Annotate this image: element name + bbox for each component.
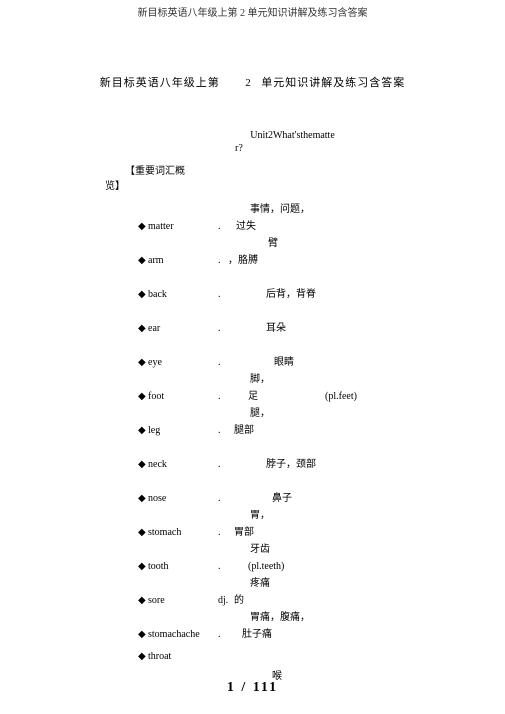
vocab-pos: . bbox=[218, 459, 221, 470]
footer-total: 111 bbox=[253, 680, 278, 695]
vocab-meaning-top: 疼痛 bbox=[250, 574, 270, 589]
vocab-word: foot bbox=[148, 391, 164, 402]
vocab-pos: . bbox=[218, 527, 221, 538]
vocab-meaning: 眼睛 bbox=[274, 353, 294, 368]
page-title: 新目标英语八年级上第 2 单元知识讲解及练习含答案 bbox=[0, 74, 505, 90]
vocab-list: ◆matter.事情，问题，过失◆arm.臂，胳膊◆back.后背，背脊◆ear… bbox=[0, 200, 505, 670]
vocab-row: ◆throat喉 bbox=[0, 642, 505, 670]
vocab-meaning: 耳朵 bbox=[266, 319, 286, 334]
vocab-meaning-bottom: 肚子痛 bbox=[242, 625, 272, 640]
vocab-meaning-top: 牙齿 bbox=[250, 540, 270, 555]
vocab-row: ◆arm. 臂 ，胳膊 bbox=[0, 234, 505, 268]
footer-page: 1 bbox=[227, 680, 236, 695]
diamond-icon: ◆ bbox=[138, 527, 146, 538]
diamond-icon: ◆ bbox=[138, 391, 146, 402]
vocab-word: nose bbox=[148, 493, 166, 504]
vocab-pos: . bbox=[218, 357, 221, 368]
vocab-pos: . bbox=[218, 629, 221, 640]
vocab-row: ◆eye. 眼睛 bbox=[0, 336, 505, 370]
diamond-icon: ◆ bbox=[138, 357, 146, 368]
diamond-icon: ◆ bbox=[138, 651, 146, 662]
vocab-meaning-bottom: ，胳膊 bbox=[228, 251, 258, 266]
vocab-row: ◆ear. 耳朵 bbox=[0, 302, 505, 336]
vocab-extra: (pl.feet) bbox=[325, 391, 357, 402]
vocab-row: ◆nose. 鼻子 bbox=[0, 472, 505, 506]
title-suffix: 单元知识讲解及练习含答案 bbox=[261, 77, 405, 89]
diamond-icon: ◆ bbox=[138, 595, 146, 606]
vocab-word: eye bbox=[148, 357, 162, 368]
vocab-meaning-bottom: 的 bbox=[234, 591, 244, 606]
unit-r: r? bbox=[235, 143, 505, 154]
vocab-pos: . bbox=[218, 221, 221, 232]
vocab-pos: . bbox=[218, 425, 221, 436]
vocab-meaning-top: 胃， bbox=[250, 506, 270, 521]
vocab-meaning-bottom: 腿部 bbox=[234, 421, 254, 436]
vocab-word: back bbox=[148, 289, 167, 300]
diamond-icon: ◆ bbox=[138, 425, 146, 436]
vocab-row: ◆back. 后背，背脊 bbox=[0, 268, 505, 302]
page-header: 新目标英语八年级上第 2 单元知识讲解及练习含答案 bbox=[0, 0, 505, 19]
vocab-row: ◆stomach. 胃， 胃部 bbox=[0, 506, 505, 540]
title-prefix: 新目标英语八年级上第 bbox=[100, 77, 220, 89]
vocab-word: tooth bbox=[148, 561, 169, 572]
vocab-meaning-top: 脚， bbox=[250, 370, 270, 385]
vocab-row: ◆foot. 脚， 足 (pl.feet) bbox=[0, 370, 505, 404]
diamond-icon: ◆ bbox=[138, 323, 146, 334]
vocab-word: throat bbox=[148, 651, 171, 662]
unit-line: Unit2What'sthematte bbox=[80, 130, 505, 141]
vocab-word: ear bbox=[148, 323, 160, 334]
vocab-word: arm bbox=[148, 255, 164, 266]
vocab-meaning-top: 事情，问题， bbox=[250, 200, 310, 215]
vocab-pos: . bbox=[218, 391, 221, 402]
diamond-icon: ◆ bbox=[138, 561, 146, 572]
section-label-b: 览】 bbox=[105, 177, 505, 192]
vocab-word: neck bbox=[148, 459, 167, 470]
section-label-a: 【重要词汇概 bbox=[125, 162, 505, 177]
vocab-meaning: 脖子，颈部 bbox=[266, 455, 316, 470]
vocab-meaning-bottom: (pl.teeth) bbox=[248, 561, 284, 572]
title-num: 2 bbox=[245, 77, 252, 89]
vocab-row: ◆matter. 事情，问题， 过失 bbox=[0, 200, 505, 234]
vocab-word: stomachache bbox=[148, 629, 200, 640]
diamond-icon: ◆ bbox=[138, 629, 146, 640]
vocab-meaning-bottom: 过失 bbox=[236, 217, 256, 232]
vocab-word: sore bbox=[148, 595, 165, 606]
vocab-meaning-bottom: 胃部 bbox=[234, 523, 254, 538]
diamond-icon: ◆ bbox=[138, 289, 146, 300]
vocab-word: stomach bbox=[148, 527, 181, 538]
page-footer: 1 / 111 bbox=[0, 680, 505, 696]
vocab-meaning-top: 腿， bbox=[250, 404, 270, 419]
vocab-meaning-top: 胃痛，腹痛， bbox=[250, 608, 310, 623]
vocab-pos: . bbox=[218, 289, 221, 300]
vocab-pos: . bbox=[218, 561, 221, 572]
vocab-row: ◆stomachache. 胃痛，腹痛， 肚子痛 bbox=[0, 608, 505, 642]
diamond-icon: ◆ bbox=[138, 493, 146, 504]
vocab-meaning: 鼻子 bbox=[272, 489, 292, 504]
vocab-meaning: 后背，背脊 bbox=[266, 285, 316, 300]
vocab-row: ◆sore dj. 疼痛的 bbox=[0, 574, 505, 608]
vocab-word: matter bbox=[148, 221, 174, 232]
diamond-icon: ◆ bbox=[138, 459, 146, 470]
vocab-meaning-top: 臂 bbox=[268, 234, 278, 249]
vocab-row: ◆leg. 腿， 腿部 bbox=[0, 404, 505, 438]
vocab-pos: . bbox=[218, 493, 221, 504]
vocab-pos: . bbox=[218, 255, 221, 266]
footer-sep: / bbox=[241, 680, 247, 695]
vocab-row: ◆neck. 脖子，颈部 bbox=[0, 438, 505, 472]
diamond-icon: ◆ bbox=[138, 255, 146, 266]
diamond-icon: ◆ bbox=[138, 221, 146, 232]
vocab-pos: dj. bbox=[218, 595, 228, 606]
vocab-meaning-bottom: 足 bbox=[248, 387, 258, 402]
vocab-word: leg bbox=[148, 425, 160, 436]
vocab-row: ◆tooth. 牙齿 (pl.teeth) bbox=[0, 540, 505, 574]
vocab-pos: . bbox=[218, 323, 221, 334]
